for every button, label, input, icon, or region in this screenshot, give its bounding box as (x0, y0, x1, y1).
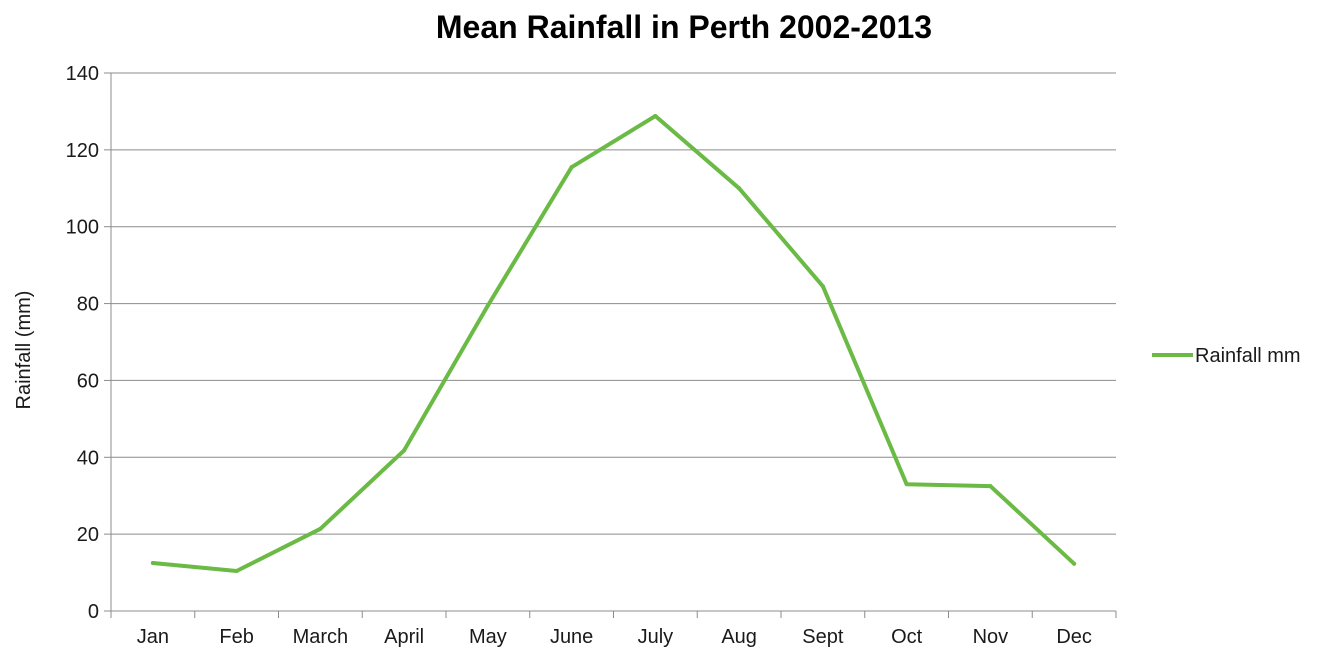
y-tick-label: 80 (77, 294, 99, 316)
data-point (234, 569, 239, 574)
x-tick-label: May (469, 626, 507, 648)
y-tick-labels: 0 20 40 60 80 100 120 140 (66, 63, 99, 623)
x-tick-label: July (638, 626, 674, 648)
legend: Rainfall mm (1152, 345, 1301, 367)
x-tick-label: Dec (1056, 626, 1092, 648)
y-tick-label: 120 (66, 140, 99, 162)
x-tick-label: Aug (721, 626, 757, 648)
x-tick-label: April (384, 626, 424, 648)
x-tick-label: Sept (802, 626, 844, 648)
x-tick-label: March (293, 626, 349, 648)
data-point (653, 114, 658, 119)
y-tick-label: 20 (77, 524, 99, 546)
data-point (402, 448, 407, 453)
chart-title: Mean Rainfall in Perth 2002-2013 (436, 9, 932, 45)
series-line-rainfall-mm (150, 114, 1077, 573)
x-tick-label: Nov (973, 626, 1009, 648)
data-point (737, 186, 742, 191)
y-tick-label: 40 (77, 447, 99, 469)
x-tick-label: Jan (137, 626, 169, 648)
legend-label-rainfall-mm: Rainfall mm (1195, 345, 1301, 367)
y-tick-label: 60 (77, 370, 99, 392)
data-point (904, 482, 909, 487)
data-point (820, 284, 825, 289)
x-tick-label: Feb (219, 626, 253, 648)
gridlines (104, 72, 1116, 612)
y-axis-label: Rainfall (mm) (13, 291, 35, 410)
y-tick-label: 140 (66, 63, 99, 85)
y-tick-label: 100 (66, 217, 99, 239)
series-group (150, 114, 1077, 574)
axes (110, 73, 1117, 618)
x-tick-label: Oct (891, 626, 923, 648)
data-point (485, 303, 490, 308)
x-tick-labels: Jan Feb March April May June July Aug Sept Oct Nov… (137, 626, 1092, 648)
data-point (1072, 561, 1077, 566)
data-point (988, 484, 993, 489)
x-tick-label: June (550, 626, 593, 648)
data-point (569, 165, 574, 170)
data-point (318, 526, 323, 531)
y-tick-label: 0 (88, 601, 99, 623)
data-point (150, 560, 155, 565)
